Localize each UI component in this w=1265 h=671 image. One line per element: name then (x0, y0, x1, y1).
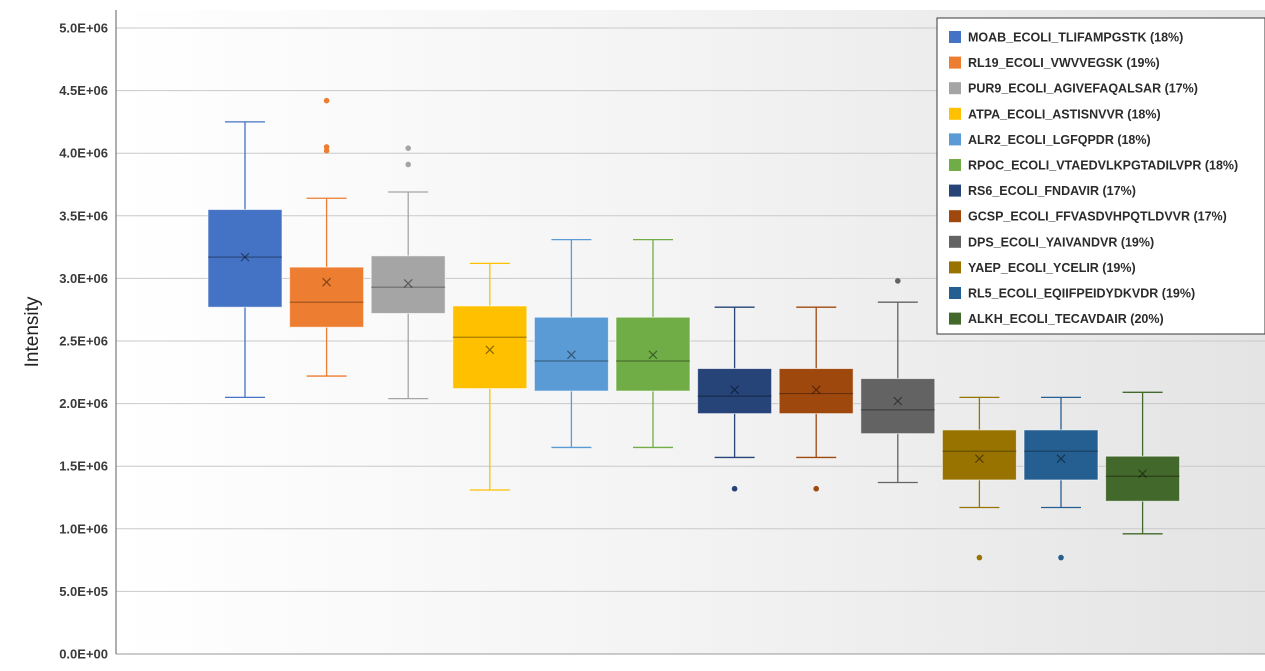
box-iqr (289, 266, 365, 328)
box-7 (697, 306, 773, 492)
box-iqr (370, 255, 446, 314)
box-3 (370, 145, 446, 400)
mean-marker (1138, 469, 1148, 479)
outlier-point (813, 485, 819, 492)
box-8 (778, 306, 854, 492)
outlier-point (976, 554, 983, 561)
legend-entry: RS6_ECOLI_FNDAVIR (17%) (968, 184, 1136, 198)
legend-entry: GCSP_ECOLI_FFVASDVHPQTLDVVR (17%) (968, 210, 1227, 224)
legend-entry: YAEP_ECOLI_YCELIR (19%) (968, 261, 1136, 275)
mean-marker (240, 252, 250, 262)
legend-swatch (949, 31, 961, 43)
legend-swatch (949, 210, 961, 223)
legend: MOAB_ECOLI_TLIFAMPGSTK (18%) RL19_ECOLI_V… (936, 17, 1265, 335)
legend-swatch (949, 235, 961, 248)
mean-marker (322, 277, 332, 287)
boxes (207, 97, 1181, 561)
legend-entry: MOAB_ECOLI_TLIFAMPGSTK (18%) (968, 31, 1183, 45)
mean-marker (648, 350, 658, 360)
box-iqr (860, 378, 936, 435)
legend-entry: ALR2_ECOLI_LGFQPDR (18%) (968, 133, 1151, 147)
y-tick-label: 3.0E+06 (59, 271, 108, 286)
outlier-point (731, 485, 738, 492)
legend-entry: PUR9_ECOLI_AGIVEFAQALSAR (17%) (968, 82, 1198, 96)
y-tick-label: 0.0E+00 (59, 647, 108, 662)
mean-marker (566, 350, 576, 360)
mean-marker (811, 385, 821, 395)
y-tick-label: 1.0E+06 (59, 521, 108, 536)
outlier-point (1058, 554, 1064, 561)
outlier-point (323, 144, 330, 150)
legend-swatch (949, 159, 961, 171)
legend-swatch (949, 184, 961, 197)
y-tick-label: 4.5E+06 (59, 83, 108, 98)
y-axis-label: Intensity (22, 296, 43, 367)
legend-entry: RPOC_ECOLI_VTAEDVLKPGTADILVPR (18%) (968, 159, 1238, 173)
y-tick-label: 1.5E+06 (59, 459, 108, 474)
box-iqr (207, 209, 283, 308)
box-iqr (941, 429, 1017, 481)
legend-swatch (949, 261, 961, 274)
y-tick-label: 2.5E+06 (59, 334, 108, 349)
box-iqr (778, 368, 854, 415)
outlier-point (405, 145, 412, 151)
outlier-point (405, 161, 412, 168)
legend-entry: ALKH_ECOLI_TECAVDAIR (20%) (968, 312, 1164, 326)
y-tick-label: 3.5E+06 (59, 208, 108, 223)
legend-swatch (949, 312, 961, 325)
box-4 (452, 262, 528, 491)
box-iqr (1023, 429, 1099, 481)
legend-swatch (949, 133, 961, 146)
box-iqr (615, 316, 691, 392)
box-9 (860, 278, 936, 484)
mean-marker (893, 396, 903, 406)
box-10 (941, 396, 1017, 561)
y-tick-label: 5.0E+05 (59, 584, 108, 599)
y-tick-label: 2.0E+06 (59, 396, 108, 411)
box-6 (615, 238, 691, 449)
legend-swatch (949, 287, 961, 299)
legend-swatch (949, 107, 961, 120)
box-iqr (452, 305, 528, 390)
mean-marker (974, 454, 984, 464)
mean-marker (403, 278, 413, 288)
mean-marker (1056, 454, 1066, 464)
box-12 (1105, 391, 1181, 535)
legend-entry: RL19_ECOLI_VWVVEGSK (19%) (968, 56, 1160, 70)
legend-entry: ATPA_ECOLI_ASTISNVVR (18%) (968, 107, 1161, 121)
box-11 (1023, 396, 1099, 561)
y-axis: 0.0E+00 5.0E+05 1.0E+06 1.5E+06 2.0E+06 2.5E+… (59, 10, 1265, 662)
box-5 (533, 238, 609, 449)
outlier-point (895, 278, 901, 284)
legend-box (936, 17, 1265, 335)
outlier-point (323, 97, 330, 104)
mean-marker (485, 345, 495, 355)
box-iqr (697, 368, 773, 415)
y-tick-label: 5.0E+06 (59, 21, 108, 36)
legend-swatch (949, 82, 961, 95)
box-iqr (533, 316, 609, 392)
mean-marker (730, 385, 740, 395)
box-iqr (1105, 455, 1181, 502)
box-2 (289, 97, 365, 377)
legend-entry: RL5_ECOLI_EQIIFPEIDYDKVDR (19%) (968, 287, 1195, 301)
legend-entry: DPS_ECOLI_YAIVANDVR (19%) (968, 235, 1154, 249)
box-1 (207, 121, 283, 398)
legend-swatch (949, 56, 961, 69)
y-tick-label: 4.0E+06 (59, 146, 108, 161)
